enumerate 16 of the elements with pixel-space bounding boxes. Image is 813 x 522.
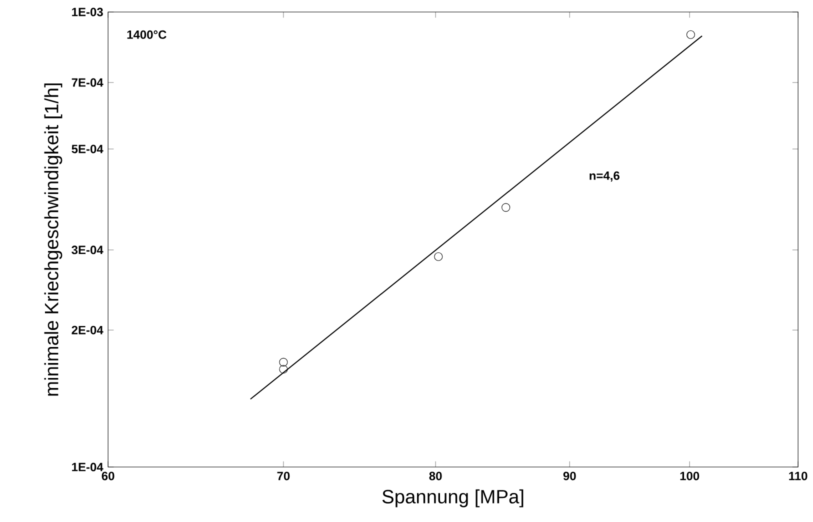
x-tick-label: 80 (429, 472, 442, 480)
y-axis-title: minimale Kriechgeschwindigkeit [1/h] (44, 84, 62, 396)
y-tick-label: 5E-04 (72, 144, 104, 154)
x-tick-label: 70 (277, 472, 290, 480)
y-tick-label: 2E-04 (72, 326, 104, 334)
x-tick-label: 60 (102, 472, 114, 480)
x-axis-title: Spannung [MPa] (382, 489, 524, 508)
x-tick-label: 100 (680, 472, 700, 480)
y-tick-label: 1E-03 (72, 8, 103, 16)
x-tick-label: 90 (563, 472, 576, 480)
y-tick-label: 3E-04 (72, 246, 104, 254)
annotation: 1400°C (127, 30, 166, 39)
y-tick-label: 7E-04 (72, 78, 104, 87)
annotation: n=4,6 (590, 171, 620, 182)
y-tick-label: 1E-04 (72, 462, 104, 472)
x-tick-label: 110 (789, 472, 808, 480)
